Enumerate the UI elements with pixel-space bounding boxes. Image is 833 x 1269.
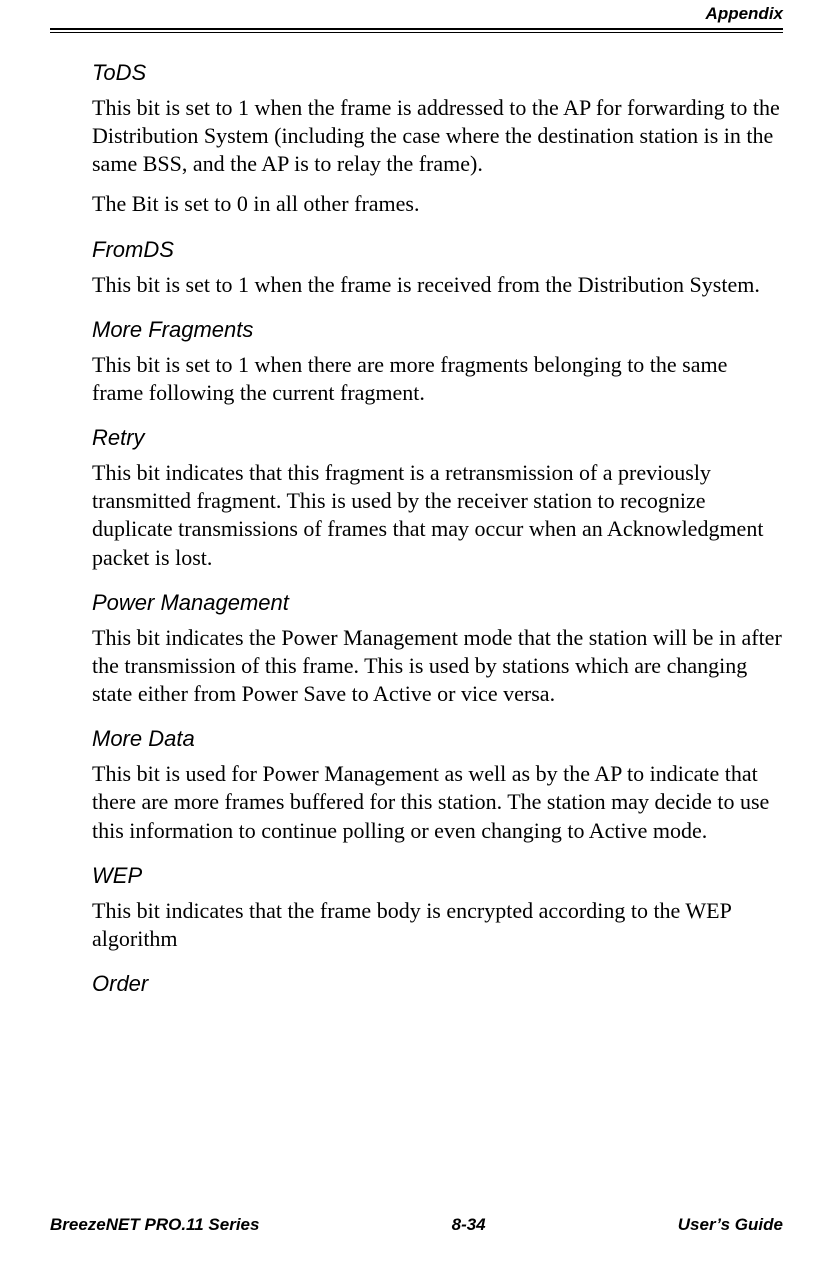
page-header: Appendix — [0, 0, 833, 33]
footer-center: 8-34 — [452, 1215, 486, 1235]
para-fromds-1: This bit is set to 1 when the frame is r… — [92, 271, 782, 299]
para-retry-1: This bit indicates that this fragment is… — [92, 459, 782, 572]
para-tods-1: This bit is set to 1 when the frame is a… — [92, 94, 782, 178]
heading-power: Power Management — [92, 590, 782, 616]
heading-order: Order — [92, 971, 782, 997]
header-rule-bottom — [50, 32, 783, 33]
heading-moredata: More Data — [92, 726, 782, 752]
heading-wep: WEP — [92, 863, 782, 889]
heading-retry: Retry — [92, 425, 782, 451]
para-morefrag-1: This bit is set to 1 when there are more… — [92, 351, 782, 407]
heading-fromds: FromDS — [92, 237, 782, 263]
para-power-1: This bit indicates the Power Management … — [92, 624, 782, 708]
header-label: Appendix — [50, 0, 783, 28]
footer-right: User’s Guide — [678, 1215, 783, 1235]
heading-morefrag: More Fragments — [92, 317, 782, 343]
para-wep-1: This bit indicates that the frame body i… — [92, 897, 782, 953]
heading-tods: ToDS — [92, 60, 782, 86]
para-moredata-1: This bit is used for Power Management as… — [92, 760, 782, 844]
page: Appendix ToDS This bit is set to 1 when … — [0, 0, 833, 1269]
header-rule-top — [50, 28, 783, 30]
para-tods-2: The Bit is set to 0 in all other frames. — [92, 190, 782, 218]
footer-left: BreezeNET PRO.11 Series — [50, 1215, 259, 1235]
page-content: ToDS This bit is set to 1 when the frame… — [92, 48, 782, 1005]
page-footer: BreezeNET PRO.11 Series 8-34 User’s Guid… — [50, 1215, 783, 1235]
